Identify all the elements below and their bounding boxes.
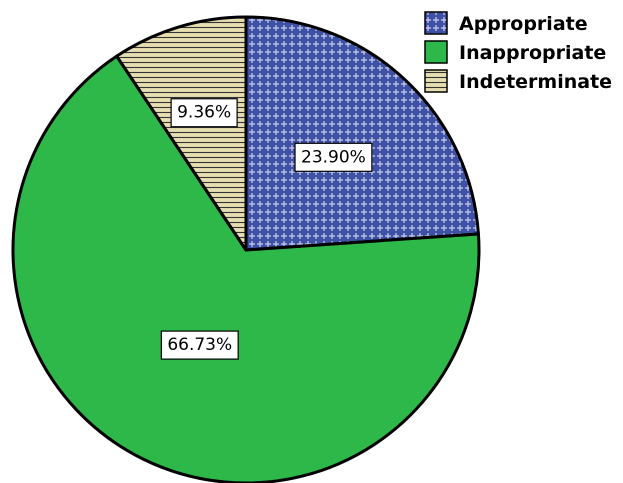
pie-data-labels: 23.90% 66.73% 9.36% <box>160 98 373 360</box>
pie-slice-inappropriate <box>11 54 481 483</box>
data-label-inappropriate: 66.73% <box>160 330 239 360</box>
data-label-box <box>160 330 239 360</box>
data-label-box <box>294 142 373 172</box>
legend-label-appropriate: Appropriate <box>459 13 588 35</box>
data-label-text: 66.73% <box>167 335 232 355</box>
pie-slices <box>11 15 481 483</box>
legend: Appropriate Inappropriate Indeterminate <box>424 11 612 93</box>
legend-swatch-indeterminate <box>424 69 448 93</box>
data-label-text: 23.90% <box>301 147 366 167</box>
data-label-appropriate: 23.90% <box>294 142 373 172</box>
data-label-text: 9.36% <box>177 103 231 123</box>
legend-label-inappropriate: Inappropriate <box>459 42 606 64</box>
data-label-box <box>170 98 238 128</box>
pie-slice-appropriate <box>244 15 480 252</box>
data-label-indeterminate: 9.36% <box>170 98 238 128</box>
legend-swatch-inappropriate <box>424 40 448 64</box>
legend-label-indeterminate: Indeterminate <box>459 71 612 93</box>
legend-swatch-appropriate <box>424 11 448 35</box>
pie-slice-indeterminate <box>115 15 248 252</box>
